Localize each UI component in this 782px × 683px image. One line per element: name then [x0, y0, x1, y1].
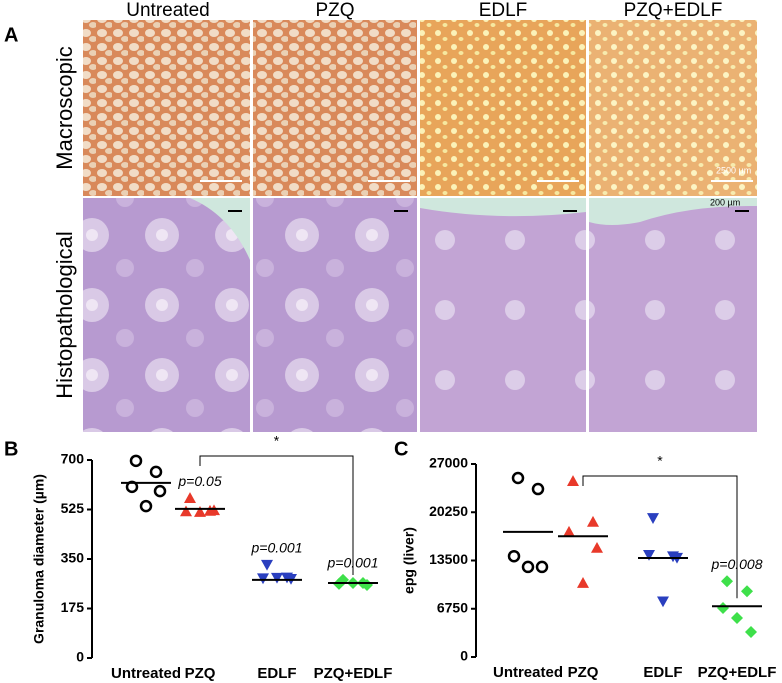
y-tick-label: 350	[61, 550, 85, 566]
significance-bracket	[199, 455, 354, 576]
data-point	[567, 475, 579, 486]
data-point	[741, 585, 753, 598]
y-tick-label: 13500	[429, 551, 468, 567]
data-point	[591, 541, 603, 553]
background	[190, 198, 250, 260]
data-point	[257, 573, 269, 585]
data-point	[139, 499, 153, 513]
data-point	[657, 596, 669, 608]
data-point	[535, 560, 549, 574]
panel-label: B	[4, 438, 18, 460]
x-tick-label: EDLF	[643, 664, 682, 681]
p-value-label: p=0.001	[251, 539, 303, 555]
photo	[253, 198, 417, 432]
scale-label: 2500 µm	[716, 165, 751, 175]
column-header: EDLF	[479, 0, 528, 21]
data-point	[184, 492, 196, 503]
y-tick-label: 175	[61, 599, 85, 615]
photo	[420, 20, 586, 196]
panel-label: C	[394, 438, 408, 460]
significance-bracket	[582, 475, 738, 599]
data-point	[361, 579, 373, 592]
panel-label: A	[4, 24, 18, 46]
data-point	[125, 480, 139, 494]
photo	[253, 20, 417, 196]
x-tick-label: Untreated	[493, 664, 563, 681]
row-label: Macroscopic	[52, 46, 77, 169]
data-point	[271, 572, 283, 584]
data-point	[731, 612, 743, 625]
photo	[83, 20, 250, 196]
x-tick-label: PZQ+EDLF	[698, 664, 777, 681]
photo	[589, 20, 757, 196]
data-point	[521, 560, 535, 574]
data-point	[507, 549, 521, 563]
data-point	[577, 577, 589, 588]
y-tick-label: 525	[61, 500, 85, 516]
data-point	[180, 505, 192, 517]
data-point	[643, 549, 655, 561]
data-point	[563, 525, 575, 537]
row-label: Histopathological	[52, 231, 77, 399]
x-tick-label: PZQ+EDLF	[314, 665, 393, 682]
y-axis-label: Granuloma diameter (µm)	[31, 474, 47, 644]
y-tick-label: 20250	[429, 503, 468, 519]
photo	[420, 198, 586, 432]
data-point	[721, 575, 733, 588]
column-header: Untreated	[126, 0, 209, 21]
y-tick-label: 700	[61, 451, 85, 467]
data-point	[194, 506, 206, 517]
p-value-label: p=0.05	[177, 473, 221, 489]
y-axis-label: epg (liver)	[401, 527, 417, 594]
scale-label: 200 µm	[710, 197, 740, 207]
data-point	[153, 484, 167, 498]
data-point	[129, 454, 143, 468]
data-point	[531, 482, 545, 496]
x-tick-label: PZQ	[185, 665, 216, 682]
x-tick-label: Untreated	[111, 665, 181, 682]
data-point	[745, 625, 757, 638]
y-tick-label: 27000	[429, 455, 468, 471]
photo	[83, 198, 250, 432]
data-point	[647, 513, 659, 524]
y-tick-label: 6750	[437, 599, 468, 615]
background	[420, 198, 586, 217]
data-point	[717, 602, 729, 615]
data-point	[261, 559, 273, 571]
y-tick-label: 0	[76, 649, 84, 665]
column-header: PZQ	[315, 0, 354, 21]
significance-label: *	[657, 453, 663, 469]
significance-label: *	[274, 433, 280, 449]
photo-grid: 2500 µm 200 µm	[83, 20, 757, 432]
data-point	[587, 515, 599, 527]
column-header: PZQ+EDLF	[624, 0, 723, 21]
x-tick-label: PZQ	[568, 664, 599, 681]
x-tick-label: EDLF	[257, 665, 296, 682]
y-tick-label: 0	[460, 648, 468, 664]
data-point	[511, 471, 525, 485]
data-point	[149, 465, 163, 479]
photo	[589, 198, 757, 432]
background	[589, 198, 757, 225]
